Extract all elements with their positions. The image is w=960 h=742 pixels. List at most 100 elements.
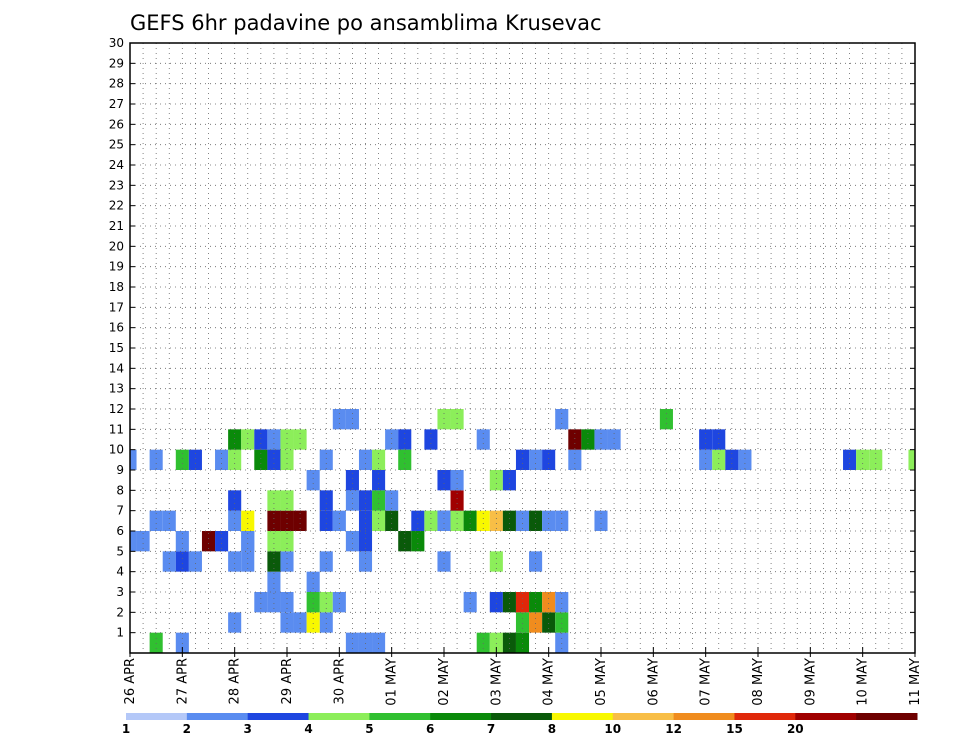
y-tick-label: 12 (109, 402, 124, 416)
precip-cell (372, 449, 386, 470)
precip-cell (149, 632, 163, 653)
precip-cell (515, 449, 530, 470)
precip-cell (463, 510, 477, 531)
precip-cell (411, 531, 425, 552)
y-tick-label: 14 (109, 361, 124, 375)
precip-cell (502, 592, 516, 613)
precip-cell (188, 551, 202, 572)
precip-cell (555, 510, 569, 531)
precip-cell (332, 592, 346, 613)
y-tick-label: 2 (116, 605, 124, 619)
precip-cell (725, 449, 739, 470)
precip-cell (385, 510, 399, 531)
precip-cell (358, 531, 373, 552)
precip-cell (358, 632, 373, 653)
precip-cell (529, 449, 543, 470)
y-tick-label: 18 (109, 280, 124, 294)
precip-cell (345, 490, 359, 511)
precip-cell (345, 409, 359, 430)
y-tick-label: 16 (109, 321, 124, 335)
precip-cell (712, 429, 726, 450)
y-tick-label: 8 (116, 483, 124, 497)
y-tick-label: 11 (109, 422, 124, 436)
y-tick-label: 4 (116, 565, 124, 579)
precip-cell (869, 449, 883, 470)
legend-label: 2 (183, 722, 191, 736)
precip-cell (489, 632, 503, 653)
x-tick-label: 26 APR (123, 658, 138, 704)
y-tick-label: 6 (116, 524, 124, 538)
y-axis: 1234567891011121314151617181920212223242… (109, 36, 915, 640)
y-tick-label: 20 (109, 239, 124, 253)
y-tick-label: 9 (116, 463, 124, 477)
precip-cell (201, 531, 216, 552)
precip-cell (267, 551, 281, 572)
precip-cell (306, 571, 320, 592)
precip-cell (267, 449, 281, 470)
legend-swatch (551, 713, 614, 720)
x-tick-label: 29 APR (280, 658, 295, 704)
precip-cell (267, 429, 281, 450)
precip-cell (228, 429, 242, 450)
precip-cell (372, 490, 386, 511)
precip-cell (555, 612, 569, 633)
precip-cell (529, 510, 543, 531)
y-tick-label: 17 (109, 300, 124, 314)
legend-label: 20 (787, 722, 804, 736)
precip-cell (555, 592, 569, 613)
legend-swatch (795, 713, 857, 720)
precip-cell (542, 449, 556, 470)
legend-label: 8 (548, 722, 556, 736)
precip-cell (476, 510, 490, 531)
precip-cell (345, 531, 359, 552)
precip-cell (280, 531, 294, 552)
precip-cell (306, 592, 320, 613)
y-tick-label: 26 (109, 117, 124, 131)
x-tick-label: 28 APR (228, 658, 243, 704)
y-tick-label: 21 (109, 219, 124, 233)
precip-cell (398, 429, 412, 450)
legend-swatch (856, 713, 918, 720)
legend-label: 3 (244, 722, 252, 736)
y-tick-label: 29 (109, 56, 124, 70)
legend-label: 1 (122, 722, 130, 736)
precip-cell (358, 510, 373, 531)
x-tick-label: 10 MAY (856, 658, 871, 706)
precip-cell (319, 592, 333, 613)
grid-layer (130, 43, 915, 653)
precip-cell (450, 490, 464, 511)
precip-cell (385, 490, 399, 511)
legend-swatch (430, 713, 492, 720)
precip-cell (699, 429, 713, 450)
precip-cell (515, 510, 530, 531)
precip-cell (712, 449, 726, 470)
y-tick-label: 27 (109, 97, 124, 111)
color-legend: 1 2 3 4 5 6 7 8 10 12 15 20 (122, 713, 918, 736)
y-tick-label: 25 (109, 138, 124, 152)
x-tick-label: 01 MAY (385, 658, 400, 706)
precip-cell (489, 470, 503, 491)
precip-cell (215, 531, 229, 552)
precip-cell (332, 409, 346, 430)
precip-cell (450, 510, 464, 531)
precip-cell (162, 551, 176, 572)
precip-cell (476, 632, 490, 653)
precip-cell (699, 449, 713, 470)
precip-cell (424, 429, 438, 450)
legend-swatch (186, 713, 249, 720)
precip-cell (437, 510, 451, 531)
precip-cell (280, 612, 294, 633)
legend-swatch (247, 713, 310, 720)
y-tick-label: 22 (109, 199, 124, 213)
precip-cell (130, 531, 137, 552)
precip-cell (175, 449, 189, 470)
precip-cell (267, 592, 281, 613)
y-tick-label: 10 (109, 443, 124, 457)
precip-cell (529, 551, 543, 572)
precip-cell (332, 510, 346, 531)
precip-cell (489, 551, 503, 572)
precip-cell (319, 551, 333, 572)
precip-cell (568, 449, 582, 470)
y-tick-label: 24 (109, 158, 124, 172)
